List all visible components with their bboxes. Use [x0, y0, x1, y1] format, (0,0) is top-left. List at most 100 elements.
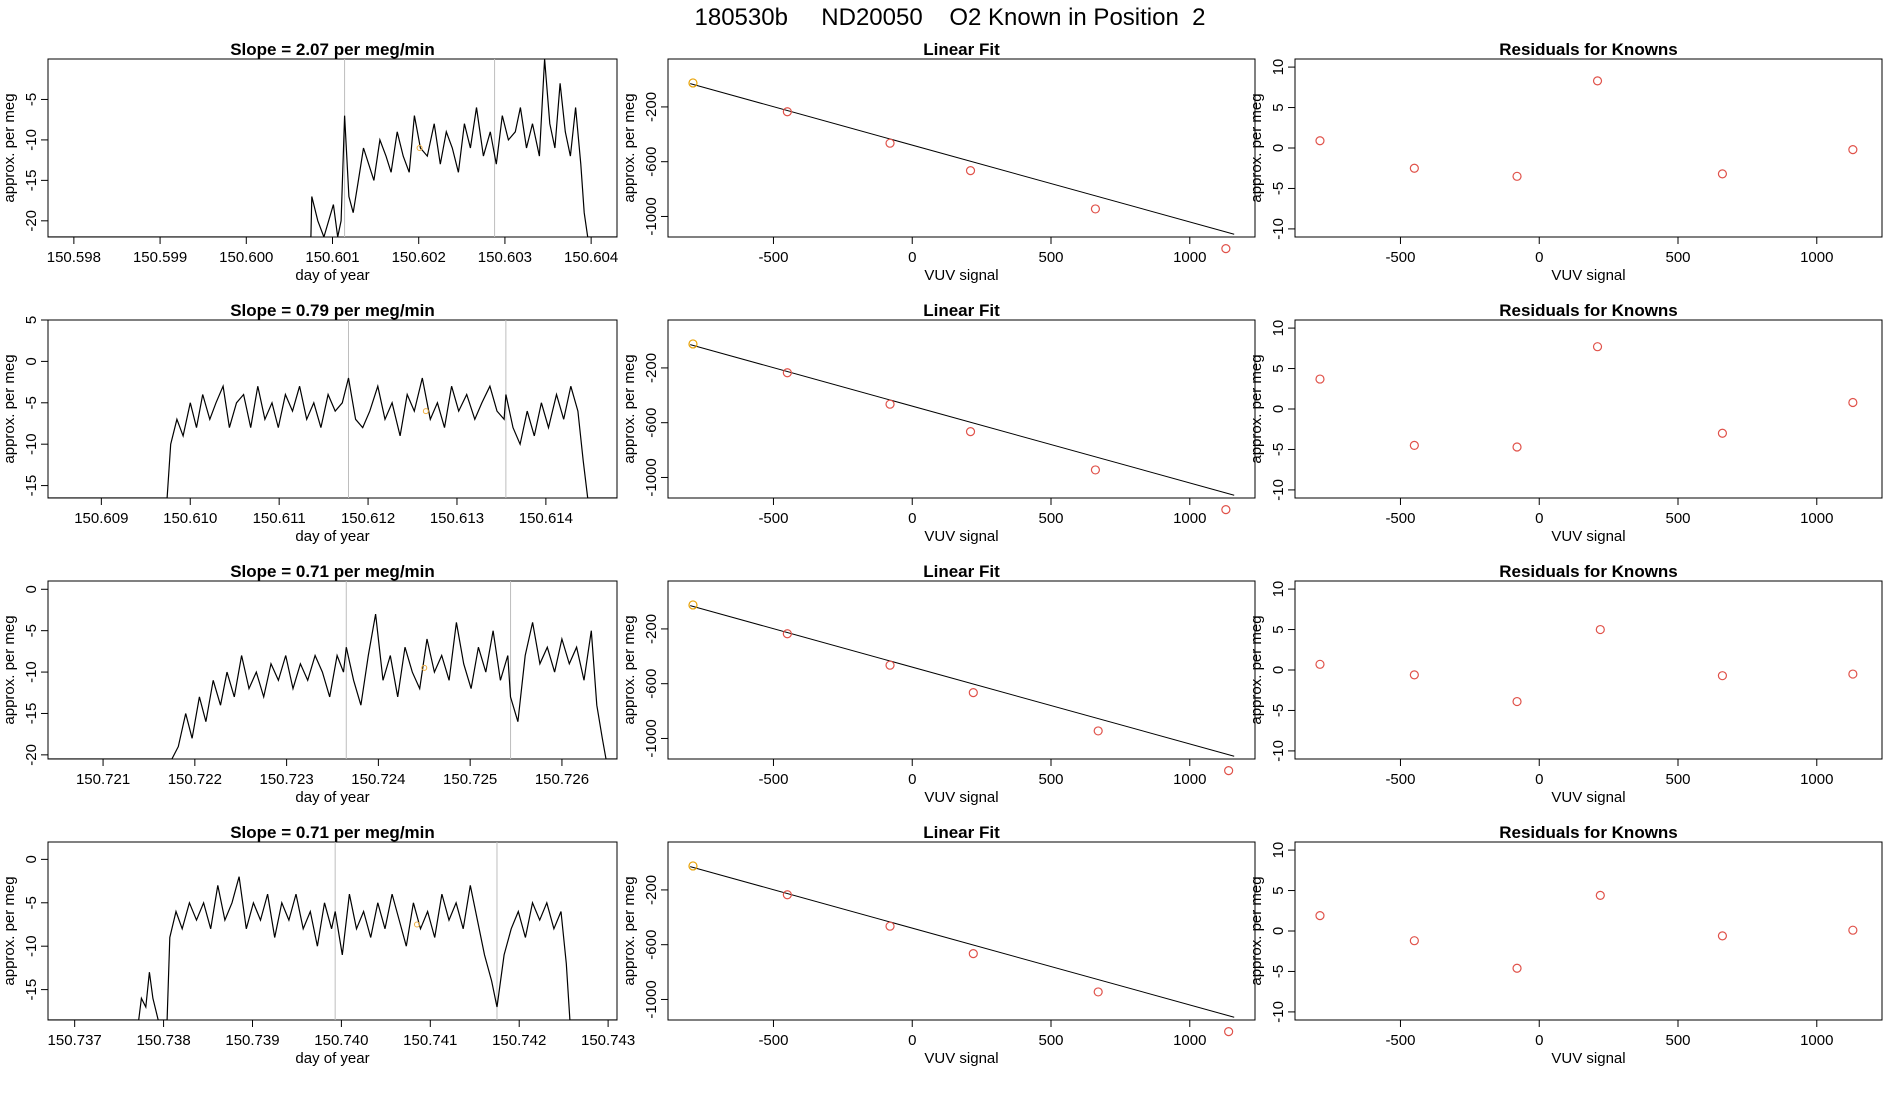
data-point: [885, 399, 895, 409]
y-tick-label: -15: [23, 475, 40, 497]
x-tick-label: 1000: [1173, 771, 1206, 788]
y-tick-label: 5: [23, 316, 40, 324]
y-tick-label: 5: [1270, 625, 1287, 633]
x-tick-label: 150.722: [168, 771, 222, 788]
data-point: [885, 921, 895, 931]
y-axis-label: approx. per meg: [621, 354, 638, 463]
data-point: [1221, 505, 1231, 515]
x-tick-label: 500: [1038, 510, 1063, 527]
data-point: [782, 107, 792, 117]
y-tick-label: 0: [23, 855, 40, 863]
y-axis-label: approx. per meg: [1, 93, 18, 202]
y-tick-label: 5: [1270, 103, 1287, 111]
data-point: [885, 138, 895, 148]
x-tick-label: 150.738: [136, 1032, 190, 1049]
x-tick-label: 150.598: [47, 249, 101, 266]
plot-area: [48, 59, 617, 237]
x-axis-label: VUV signal: [924, 1050, 998, 1067]
x-tick-label: 1000: [1173, 510, 1206, 527]
data-point: [688, 600, 698, 610]
x-axis-label: VUV signal: [1551, 528, 1625, 545]
chart-title: Slope = 0.79 per meg/min: [230, 301, 435, 320]
x-tick-label: -500: [1385, 249, 1415, 266]
data-point: [1512, 963, 1522, 973]
x-tick-label: -500: [758, 249, 788, 266]
x-tick-label: 150.600: [219, 249, 273, 266]
x-axis-label: day of year: [295, 267, 369, 284]
plot-area: [48, 320, 617, 498]
chart-title: Linear Fit: [923, 301, 1000, 320]
chart-title: Residuals for Knowns: [1499, 40, 1678, 59]
y-axis-label: approx. per meg: [1, 876, 18, 985]
chart-row4-trace: Slope = 0.71 per meg/min 150.737 150.738 15…: [1, 823, 635, 1067]
mean-marker: [421, 664, 428, 671]
chart-title: Slope = 0.71 per meg/min: [230, 823, 435, 842]
y-axis-label: approx. per meg: [621, 615, 638, 724]
data-point: [1512, 696, 1522, 707]
data-point: [1090, 204, 1101, 214]
y-tick-label: 0: [1270, 144, 1287, 152]
x-tick-label: -500: [758, 771, 788, 788]
x-tick-label: 150.612: [341, 510, 395, 527]
data-point: [1848, 925, 1858, 935]
y-tick-label: -15: [23, 979, 40, 1001]
x-tick-label: 1000: [1800, 771, 1833, 788]
y-axis-label: approx. per meg: [1, 615, 18, 724]
data-point: [1848, 669, 1858, 679]
chart-title: Residuals for Knowns: [1499, 823, 1678, 842]
signal-trace: [48, 377, 617, 498]
x-tick-label: -500: [758, 1032, 788, 1049]
y-tick-label: -10: [1270, 740, 1287, 762]
chart-row1-trace: Slope = 2.07 per meg/min 150.598 150.599 15…: [1, 40, 618, 284]
data-point: [1409, 440, 1419, 451]
data-point: [1093, 987, 1103, 997]
x-axis-label: VUV signal: [1551, 267, 1625, 284]
signal-trace: [48, 59, 617, 237]
y-tick-label: -5: [23, 896, 40, 909]
data-point: [1315, 911, 1325, 921]
x-tick-label: 500: [1665, 1032, 1690, 1049]
y-tick-label: -15: [23, 703, 40, 725]
x-tick-label: 150.726: [535, 771, 589, 788]
x-tick-label: 150.724: [351, 771, 405, 788]
y-tick-label: -10: [23, 129, 40, 151]
y-axis-label: approx. per meg: [1248, 615, 1265, 724]
data-point: [688, 339, 698, 349]
data-point: [688, 78, 698, 88]
y-axis-label: approx. per meg: [621, 93, 638, 202]
plot-frame: [667, 841, 1256, 1021]
chart-row1-fit: Linear Fit -500 0 500 1000 VUV signal -200 -600…: [621, 40, 1256, 284]
plot-frame: [1294, 580, 1883, 760]
data-point: [885, 660, 895, 670]
y-tick-label: -5: [1270, 965, 1287, 978]
page-title: 180530b ND20050 O2 Known in Position 2: [694, 4, 1206, 31]
plot-area: [690, 866, 1235, 1018]
data-point: [1409, 670, 1419, 680]
x-tick-label: 1000: [1800, 1032, 1833, 1049]
chart-row4-residuals: Residuals for Knowns -500 0 500 1000 VUV sign…: [1248, 823, 1883, 1067]
y-tick-label: 0: [23, 585, 40, 593]
data-point: [688, 861, 698, 871]
x-axis-label: day of year: [295, 1050, 369, 1067]
x-tick-label: 150.602: [392, 249, 446, 266]
data-point: [1717, 428, 1728, 438]
x-tick-label: 150.742: [492, 1032, 546, 1049]
y-tick-label: 5: [1270, 886, 1287, 894]
y-tick-label: -600: [643, 669, 660, 699]
x-tick-label: 0: [908, 1032, 916, 1049]
data-point: [782, 368, 792, 378]
plot-frame: [667, 580, 1256, 760]
data-point: [1592, 76, 1603, 86]
x-tick-label: -500: [758, 510, 788, 527]
fit-line: [690, 605, 1235, 757]
y-axis-label: approx. per meg: [1, 354, 18, 463]
y-tick-label: -200: [643, 614, 660, 644]
x-tick-label: 1000: [1173, 249, 1206, 266]
y-tick-label: -5: [1270, 704, 1287, 717]
x-tick-label: 0: [1535, 1032, 1543, 1049]
y-tick-label: -1000: [643, 980, 660, 1018]
y-tick-label: -10: [23, 935, 40, 957]
chart-row3-fit: Linear Fit -500 0 500 1000 VUV signal -200 -600…: [621, 562, 1256, 806]
x-tick-label: 500: [1665, 249, 1690, 266]
